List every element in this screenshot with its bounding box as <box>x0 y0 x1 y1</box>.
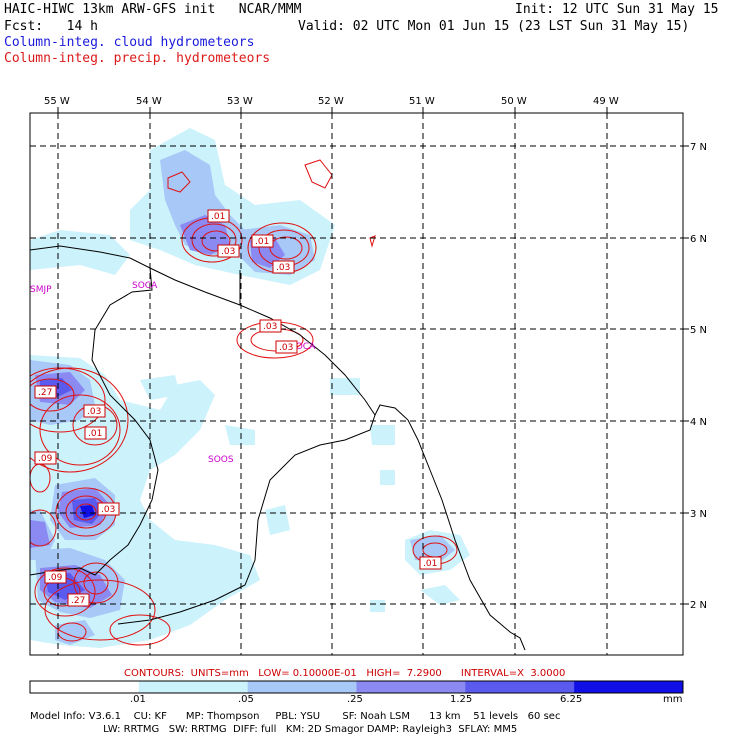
svg-text:.03: .03 <box>221 247 235 257</box>
contour-label: .01 <box>207 209 230 223</box>
svg-text:.27: .27 <box>38 388 52 398</box>
coastline <box>30 245 526 651</box>
lon-label-51w: 51 W <box>409 96 435 107</box>
svg-text:.03: .03 <box>87 407 101 417</box>
contour-label: .01 <box>251 234 274 248</box>
contour-label: .27 <box>67 593 90 607</box>
contour-label: .03 <box>97 502 120 516</box>
contours-info: CONTOURS: UNITS=mm LOW= 0.10000E-01 HIGH… <box>124 668 566 679</box>
svg-text:.01: .01 <box>211 212 225 222</box>
lat-label-5n: 5 N <box>690 325 707 336</box>
forecast-hour: Fcst: 14 h <box>4 19 98 34</box>
contour-label: .03 <box>272 260 295 274</box>
svg-text:.01: .01 <box>255 237 269 247</box>
lat-label-6n: 6 N <box>690 234 707 245</box>
station-soca-1: SOCA <box>132 281 158 291</box>
colorbar-unit: mm <box>663 694 683 705</box>
colorbar-swatch <box>574 681 684 693</box>
lat-label-3n: 3 N <box>690 509 707 520</box>
colorbar-swatch <box>30 681 140 693</box>
station-soca-2: SOCA <box>290 342 316 352</box>
lat-label-7n: 7 N <box>690 142 707 153</box>
svg-text:.03: .03 <box>263 322 277 332</box>
init-time: Init: 12 UTC Sun 31 May 15 <box>515 2 719 17</box>
colorbar-swatch <box>247 681 357 693</box>
contour-label: .01 <box>84 426 107 440</box>
legend-cloud-hydrometeors: Column-integ. cloud hydrometeors <box>4 35 255 50</box>
contour-label: .03 <box>259 319 282 333</box>
colorbar-swatch <box>465 681 575 693</box>
contour-label: .01 <box>419 556 442 570</box>
colorbar-swatch <box>138 681 249 693</box>
colorbar-tick-125: 1.25 <box>450 694 473 705</box>
contour-labels: .01 .03 .01 .03 .03 .03 .03 .27 .03 .01 … <box>34 209 442 607</box>
lon-label-50w: 50 W <box>501 96 527 107</box>
map-frame <box>29 112 684 656</box>
svg-text:.01: .01 <box>423 559 437 569</box>
svg-text:.09: .09 <box>48 573 63 583</box>
colorbar-tick-625: 6.25 <box>560 694 583 705</box>
svg-text:.01: .01 <box>88 429 102 439</box>
header-title: HAIC-HIWC 13km ARW-GFS init NCAR/MMM <box>4 2 302 17</box>
svg-text:.09: .09 <box>38 454 53 464</box>
legend-precip-hydrometeors: Column-integ. precip. hydrometeors <box>4 51 271 66</box>
contour-label: .03 <box>83 404 106 418</box>
svg-text:.27: .27 <box>71 596 85 606</box>
contour-label: .09 <box>34 451 57 465</box>
contour-label: .03 <box>275 340 298 354</box>
station-smjp: SMJP <box>30 285 52 295</box>
svg-text:.03: .03 <box>101 505 115 515</box>
lon-label-54w: 54 W <box>136 96 162 107</box>
contour-label: .03 <box>217 244 240 258</box>
lat-label-4n: 4 N <box>690 417 707 428</box>
lon-label-49w: 49 W <box>593 96 619 107</box>
lon-label-53w: 53 W <box>227 96 253 107</box>
lat-label-2n: 2 N <box>690 600 707 611</box>
colorbar-frame <box>29 680 684 694</box>
colorbar-swatch <box>356 681 466 693</box>
lon-label-52w: 52 W <box>318 96 344 107</box>
valid-time: Valid: 02 UTC Mon 01 Jun 15 (23 LST Sun … <box>298 19 690 34</box>
model-info-line1: Model Info: V3.6.1 CU: KF MP: Thompson P… <box>30 711 561 722</box>
contour-label: .27 <box>34 385 57 399</box>
colorbar-tick-01: .01 <box>130 694 146 705</box>
contour-label: .09 <box>44 570 67 584</box>
station-soos: SOOS <box>208 455 234 465</box>
colorbar-tick-05: .05 <box>238 694 254 705</box>
lon-label-55w: 55 W <box>44 96 70 107</box>
model-info-line2: LW: RRTMG SW: RRTMG DIFF: full KM: 2D Sm… <box>30 724 518 735</box>
svg-text:.03: .03 <box>279 343 293 353</box>
svg-text:.03: .03 <box>276 263 290 273</box>
colorbar-tick-25: .25 <box>347 694 363 705</box>
